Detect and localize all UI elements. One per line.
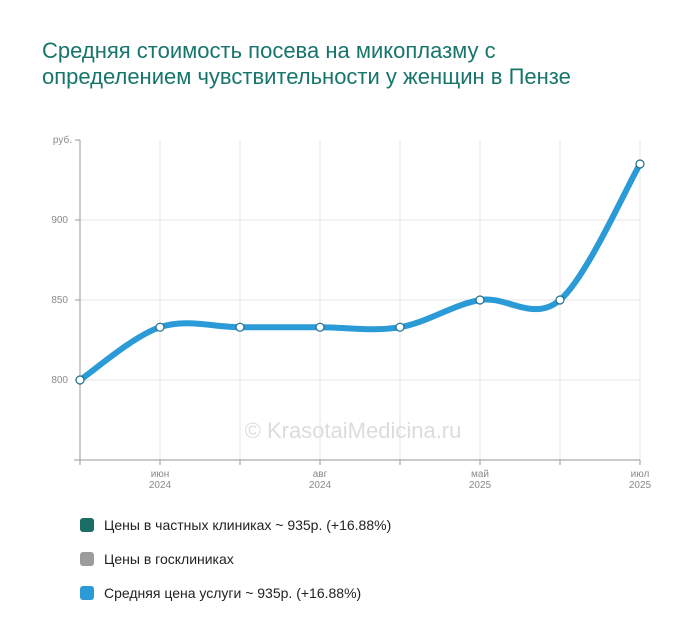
legend-swatch bbox=[80, 518, 94, 532]
legend-label: Средняя цена услуги ~ 935р. (+16.88%) bbox=[104, 585, 362, 601]
x-tick-month: июл bbox=[631, 469, 650, 480]
legend: Цены в частных клиниках ~ 935р. (+16.88%… bbox=[80, 508, 391, 610]
x-tick-year: 2025 bbox=[629, 480, 652, 491]
legend-item-average[interactable]: Средняя цена услуги ~ 935р. (+16.88%) bbox=[80, 576, 391, 610]
chart-title: Средняя стоимость посева на микоплазму с… bbox=[42, 38, 571, 89]
data-point bbox=[475, 295, 485, 305]
data-point bbox=[235, 322, 245, 332]
x-tick-year: 2024 bbox=[309, 480, 332, 491]
data-point bbox=[315, 322, 325, 332]
data-point bbox=[395, 322, 405, 332]
tick-labels: 800850900руб.июн2024авг2024май2025июл202… bbox=[51, 134, 651, 491]
data-point bbox=[75, 375, 85, 385]
data-point bbox=[555, 295, 565, 305]
legend-item-private[interactable]: Цены в частных клиниках ~ 935р. (+16.88%… bbox=[80, 508, 391, 542]
x-tick-month: май bbox=[471, 469, 489, 480]
y-tick-label: 850 bbox=[51, 295, 68, 306]
legend-label: Цены в частных клиниках ~ 935р. (+16.88%… bbox=[104, 517, 392, 533]
legend-label: Цены в госклиниках bbox=[104, 551, 234, 567]
legend-swatch bbox=[80, 552, 94, 566]
x-tick-month: авг bbox=[313, 469, 328, 480]
x-tick-year: 2025 bbox=[469, 480, 492, 491]
x-tick-year: 2024 bbox=[149, 480, 172, 491]
legend-swatch bbox=[80, 586, 94, 600]
watermark: © KrasotaiMedicina.ru bbox=[245, 418, 462, 443]
legend-item-public[interactable]: Цены в госклиниках bbox=[80, 542, 391, 576]
x-tick-month: июн bbox=[151, 469, 170, 480]
axes bbox=[74, 139, 641, 465]
series-layer bbox=[75, 159, 645, 385]
y-tick-label: 800 bbox=[51, 375, 68, 386]
data-point bbox=[635, 159, 645, 169]
y-tick-label: 900 bbox=[51, 215, 68, 226]
y-unit-label: руб. bbox=[53, 134, 72, 146]
series-line bbox=[77, 161, 643, 383]
data-point bbox=[155, 322, 165, 332]
